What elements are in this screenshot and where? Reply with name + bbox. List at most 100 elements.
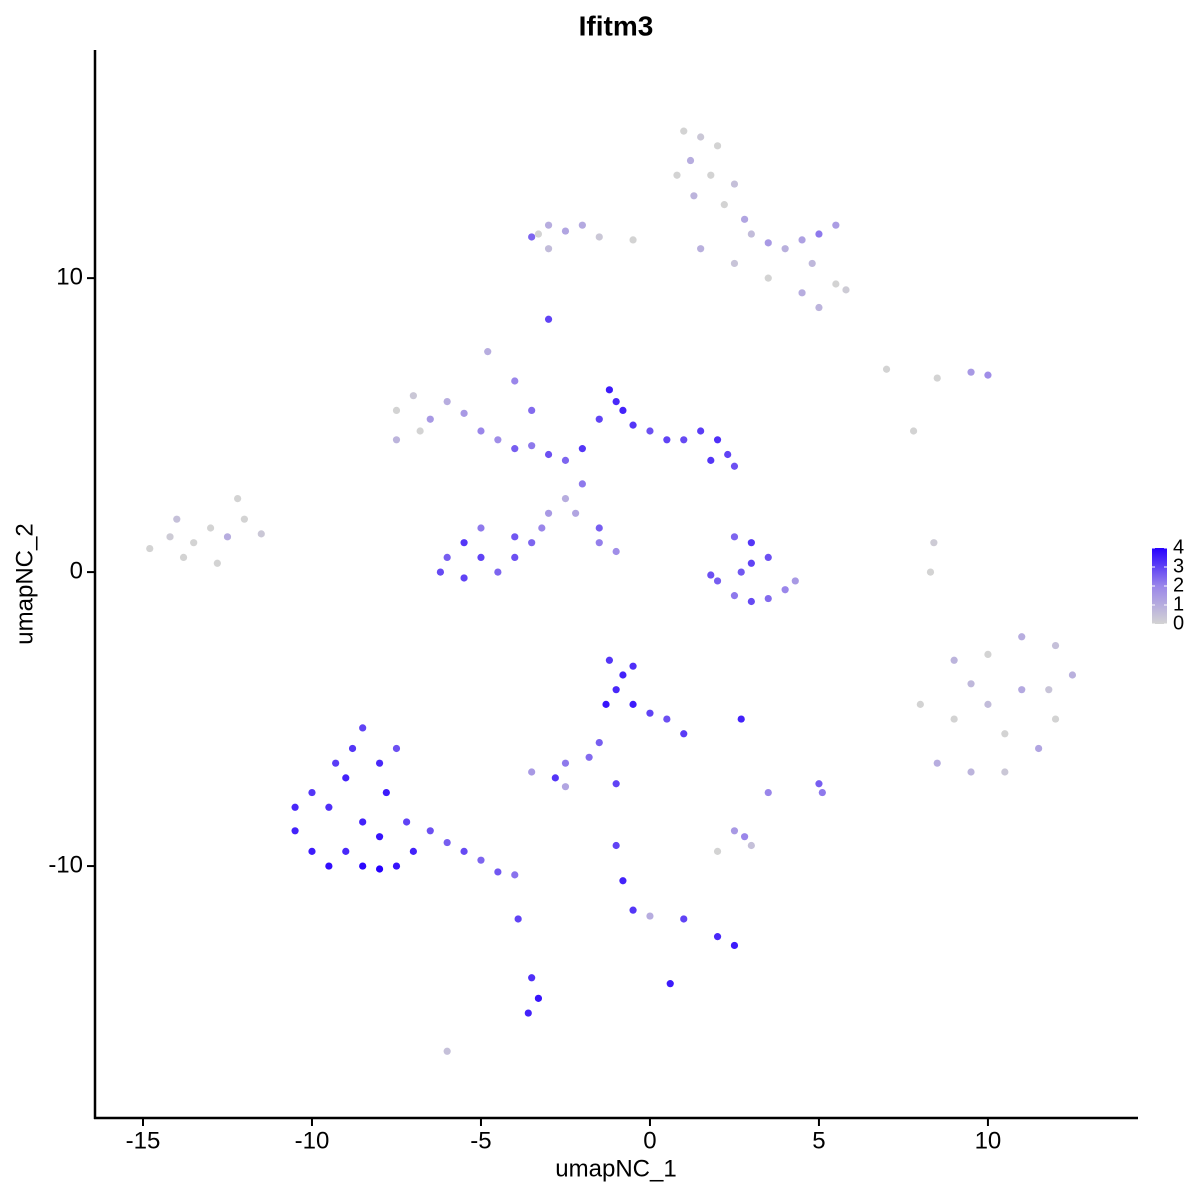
- point: [747, 559, 755, 567]
- point: [713, 142, 722, 150]
- y-tick-label: 0: [70, 557, 83, 584]
- x-tick-label: 10: [975, 1127, 1002, 1154]
- point: [612, 547, 620, 556]
- point: [443, 553, 451, 561]
- point: [561, 783, 570, 791]
- point: [179, 553, 188, 561]
- point: [528, 768, 536, 776]
- point: [950, 715, 958, 723]
- point: [375, 833, 384, 841]
- point: [764, 788, 772, 797]
- point: [544, 221, 553, 229]
- point: [605, 656, 614, 664]
- point: [477, 427, 485, 435]
- point: [528, 406, 536, 415]
- point: [646, 709, 654, 717]
- chart-title: Ifitm3: [579, 10, 654, 41]
- point: [764, 239, 772, 247]
- point: [416, 427, 424, 435]
- point: [511, 533, 519, 541]
- point: [909, 427, 918, 435]
- point: [595, 539, 603, 547]
- point: [690, 192, 698, 200]
- point: [798, 289, 806, 297]
- point: [933, 759, 941, 767]
- point: [375, 865, 384, 873]
- point: [426, 415, 434, 423]
- point: [436, 568, 445, 576]
- point: [477, 524, 485, 532]
- point: [720, 201, 728, 209]
- point: [561, 495, 570, 503]
- point: [646, 912, 654, 920]
- point: [730, 533, 739, 541]
- point: [332, 759, 340, 767]
- point: [234, 495, 242, 503]
- point: [680, 127, 688, 135]
- point: [409, 847, 417, 855]
- point: [680, 436, 688, 444]
- point: [551, 774, 559, 782]
- point: [1001, 768, 1009, 776]
- point: [578, 445, 586, 453]
- point: [1001, 730, 1009, 738]
- point: [730, 462, 739, 470]
- point: [595, 415, 603, 423]
- point: [916, 700, 924, 708]
- point: [680, 915, 688, 923]
- point: [713, 847, 722, 855]
- point: [713, 436, 722, 444]
- point: [808, 259, 816, 268]
- point: [882, 365, 891, 373]
- point: [528, 442, 536, 450]
- point: [1035, 744, 1043, 753]
- point: [602, 700, 610, 708]
- point: [832, 221, 840, 229]
- color-tick-label: 0: [1173, 612, 1184, 634]
- point: [747, 841, 755, 850]
- point: [544, 245, 553, 253]
- point: [561, 759, 570, 767]
- point: [166, 533, 174, 541]
- point: [673, 171, 681, 179]
- point: [484, 348, 492, 356]
- x-tick-label: 5: [812, 1127, 825, 1154]
- point: [494, 868, 502, 876]
- point: [561, 456, 570, 464]
- point: [697, 245, 705, 253]
- point: [291, 827, 299, 835]
- color-tick-label: 2: [1173, 574, 1184, 596]
- point: [730, 827, 739, 835]
- point: [740, 215, 749, 223]
- point: [666, 980, 674, 988]
- point: [257, 530, 265, 538]
- y-tick-label: 10: [56, 263, 83, 290]
- point: [595, 233, 603, 241]
- point: [403, 818, 411, 826]
- point: [680, 730, 688, 738]
- point: [663, 715, 671, 723]
- point: [984, 371, 992, 379]
- point: [511, 377, 519, 385]
- point: [612, 686, 620, 694]
- color-tick-label: 1: [1173, 593, 1184, 615]
- point: [612, 397, 620, 406]
- point: [359, 724, 367, 732]
- point: [967, 768, 975, 776]
- point: [460, 574, 468, 582]
- point: [730, 592, 739, 600]
- point: [382, 788, 390, 797]
- point: [528, 539, 536, 547]
- point: [308, 788, 316, 797]
- point: [511, 445, 519, 453]
- point: [206, 524, 215, 532]
- point: [832, 280, 840, 288]
- point: [1018, 633, 1026, 641]
- point: [392, 744, 401, 753]
- point: [930, 539, 938, 547]
- point: [359, 862, 367, 870]
- point: [375, 759, 384, 767]
- point: [342, 774, 350, 782]
- point: [764, 274, 772, 282]
